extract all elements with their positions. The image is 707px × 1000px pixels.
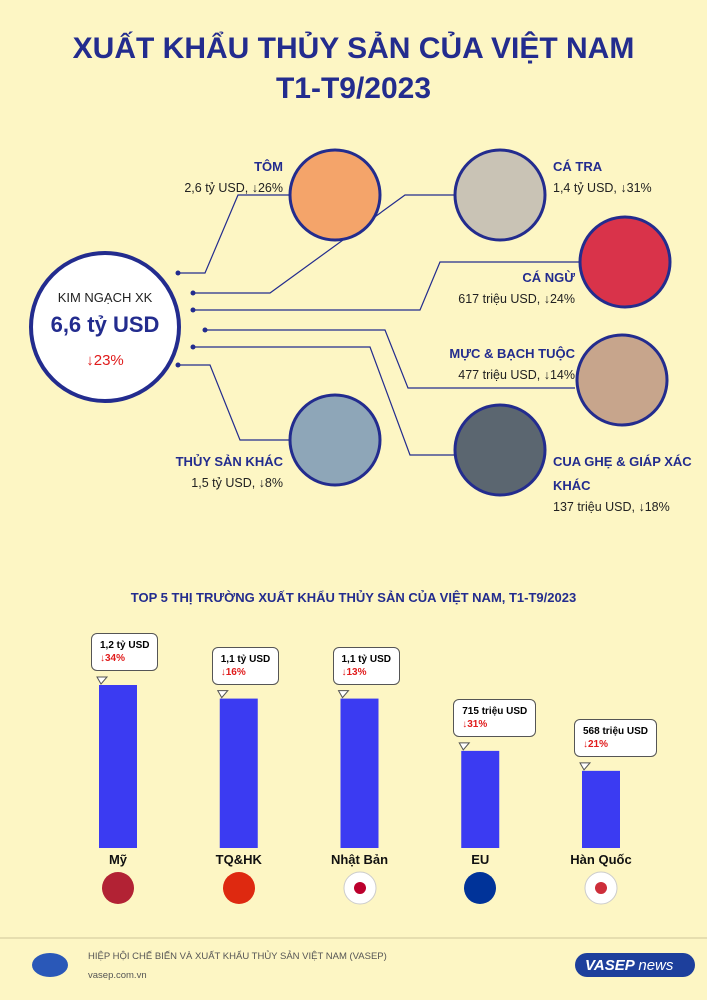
x-tick-label: Hàn Quốc bbox=[570, 852, 632, 867]
bar bbox=[219, 698, 258, 848]
product-value: 477 triệu USD, ↓14% bbox=[458, 368, 575, 382]
total-change: ↓23% bbox=[86, 352, 124, 369]
value-callout: 1,1 tỷ USD ↓13% bbox=[332, 646, 400, 685]
x-tick-label: Nhật Bản bbox=[330, 852, 389, 867]
chart-title: TOP 5 THỊ TRƯỜNG XUẤT KHẨU THỦY SẢN CỦA … bbox=[130, 590, 577, 605]
logo-bg bbox=[575, 953, 695, 977]
total-label: KIM NGẠCH XK bbox=[57, 290, 153, 305]
logo-text: news bbox=[638, 957, 674, 974]
value-label: 568 triệu USD bbox=[583, 725, 649, 737]
product-value: 617 triệu USD, ↓24% bbox=[458, 292, 575, 306]
product-value: 2,6 tỷ USD, ↓26% bbox=[184, 181, 283, 195]
change-label: ↓31% bbox=[462, 718, 488, 730]
logo-text: VASEP bbox=[585, 957, 635, 974]
value-label: 1,1 tỷ USD bbox=[341, 653, 391, 665]
bar bbox=[582, 770, 620, 848]
change-label: ↓34% bbox=[100, 653, 126, 664]
value-callout: 715 triệu USD ↓31% bbox=[453, 698, 537, 737]
vasep-emblem bbox=[32, 953, 68, 977]
value-label: 715 triệu USD bbox=[462, 705, 528, 717]
logo: VASEP news bbox=[585, 957, 673, 974]
total-circle bbox=[29, 251, 181, 403]
product-value: 1,5 tỷ USD, ↓8% bbox=[191, 476, 283, 490]
product-images bbox=[288, 148, 672, 497]
total-value: 6,6 tỷ USD bbox=[50, 312, 160, 337]
product-name: TÔM bbox=[254, 159, 283, 174]
value-callout: 1,1 tỷ USD ↓16% bbox=[211, 646, 280, 685]
flags bbox=[102, 871, 618, 905]
x-tick-label: Mỹ bbox=[108, 852, 128, 867]
callout-pointer bbox=[216, 690, 229, 699]
value-callout: 1,2 tỷ USD ↓34% bbox=[91, 633, 159, 671]
product-name: CUA GHẸ & GIÁP XÁC KHÁC bbox=[553, 454, 692, 493]
connectors bbox=[178, 194, 580, 456]
value-callout: 568 triệu USD ↓21% bbox=[574, 718, 658, 757]
product-name: CÁ TRA bbox=[553, 159, 603, 174]
footer-org: HIỆP HỘI CHẾ BIẾN VÀ XUẤT KHẨU THỦY SẢN … bbox=[88, 951, 387, 962]
callout-pointer bbox=[579, 762, 592, 771]
x-tick-label: TQ&HK bbox=[215, 852, 262, 867]
footer-site: vasep.com.vn bbox=[88, 970, 147, 981]
callout-pointer bbox=[337, 690, 350, 699]
bar bbox=[461, 750, 500, 848]
product-name: CÁ NGỪ bbox=[522, 270, 575, 285]
callout-pointer bbox=[96, 676, 109, 685]
title: XUẤT KHẨU THỦY SẢN CỦA VIỆT NAM bbox=[72, 32, 635, 65]
dots bbox=[175, 270, 208, 368]
change-label: ↓13% bbox=[341, 666, 367, 678]
product-value: 137 triệu USD, ↓18% bbox=[553, 500, 670, 514]
value-label: 1,2 tỷ USD bbox=[100, 640, 150, 651]
change-label: ↓21% bbox=[583, 738, 609, 750]
callout-pointer bbox=[458, 742, 471, 751]
value-label: 1,1 tỷ USD bbox=[220, 653, 271, 665]
product-value: 1,4 tỷ USD, ↓31% bbox=[553, 181, 652, 195]
product-name: MỰC & BẠCH TUỘC bbox=[449, 346, 575, 361]
bar bbox=[99, 685, 137, 848]
title: T1-T9/2023 bbox=[275, 72, 432, 105]
bar bbox=[340, 698, 379, 848]
change-label: ↓16% bbox=[220, 666, 246, 678]
product-name: THỦY SẢN KHÁC bbox=[175, 454, 283, 469]
x-tick-label: EU bbox=[471, 852, 490, 867]
